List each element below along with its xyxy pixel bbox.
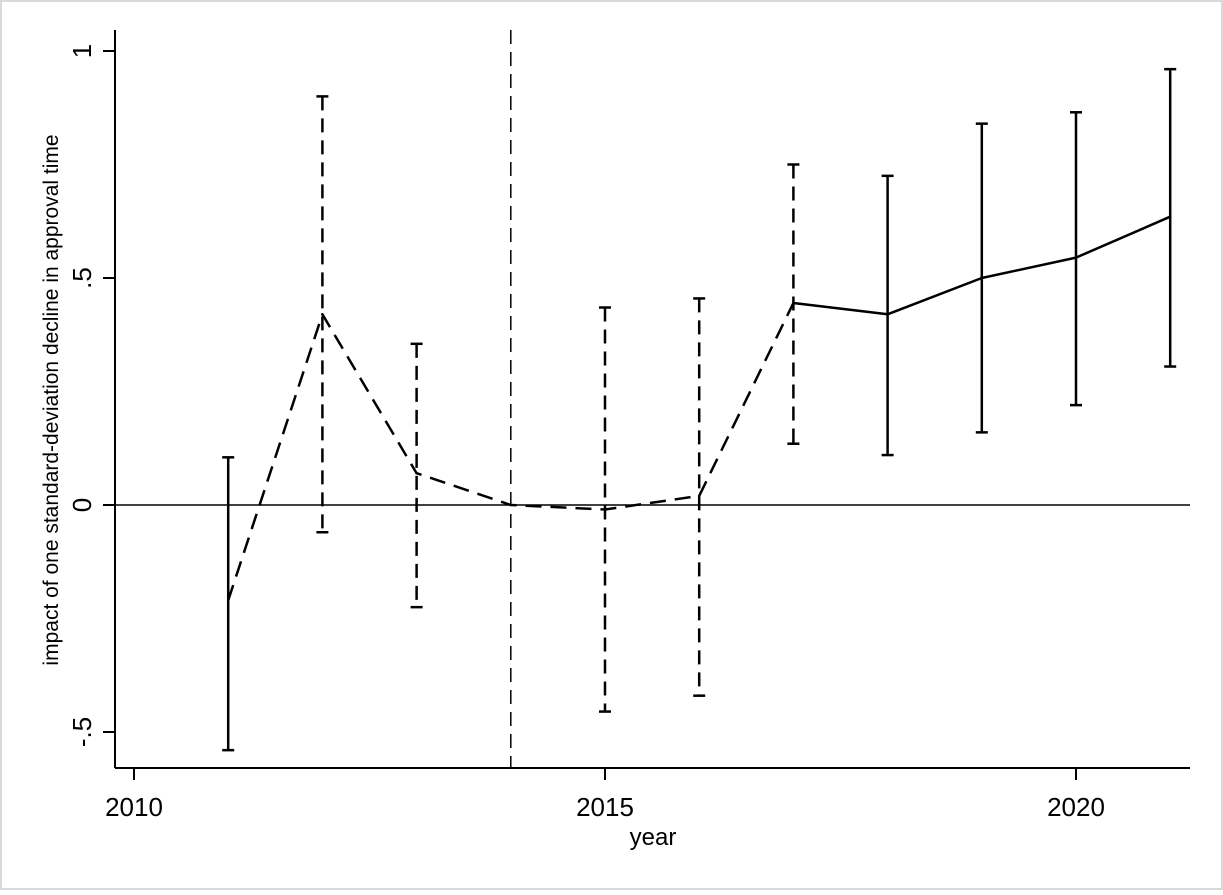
x-axis-title: year — [630, 824, 677, 851]
x-tick-label: 2010 — [105, 792, 163, 822]
data-point — [603, 508, 607, 511]
data-point — [886, 313, 889, 316]
y-tick-label: .5 — [67, 267, 97, 289]
data-point — [980, 276, 983, 280]
x-tick-label: 2015 — [576, 792, 634, 822]
y-tick-label: -.5 — [67, 717, 97, 747]
x-tick-label: 2020 — [1047, 792, 1105, 822]
data-point — [509, 503, 512, 507]
axes — [103, 30, 1190, 780]
data-point — [698, 494, 701, 498]
data-point — [792, 301, 795, 305]
y-tick-label: 0 — [67, 498, 97, 512]
y-tick-label: 1 — [67, 44, 97, 58]
data-point — [1074, 256, 1078, 259]
reference-lines — [115, 30, 1190, 768]
data-point — [321, 313, 324, 316]
tick-labels: -.5 0 .5 1 2010 2015 2020 — [67, 44, 1105, 822]
y-axis-title: impact of one standard-deviation decline… — [40, 134, 63, 665]
data-point — [227, 599, 230, 602]
data-point — [1169, 215, 1172, 218]
data-point — [415, 472, 418, 475]
series-lines — [227, 215, 1172, 602]
